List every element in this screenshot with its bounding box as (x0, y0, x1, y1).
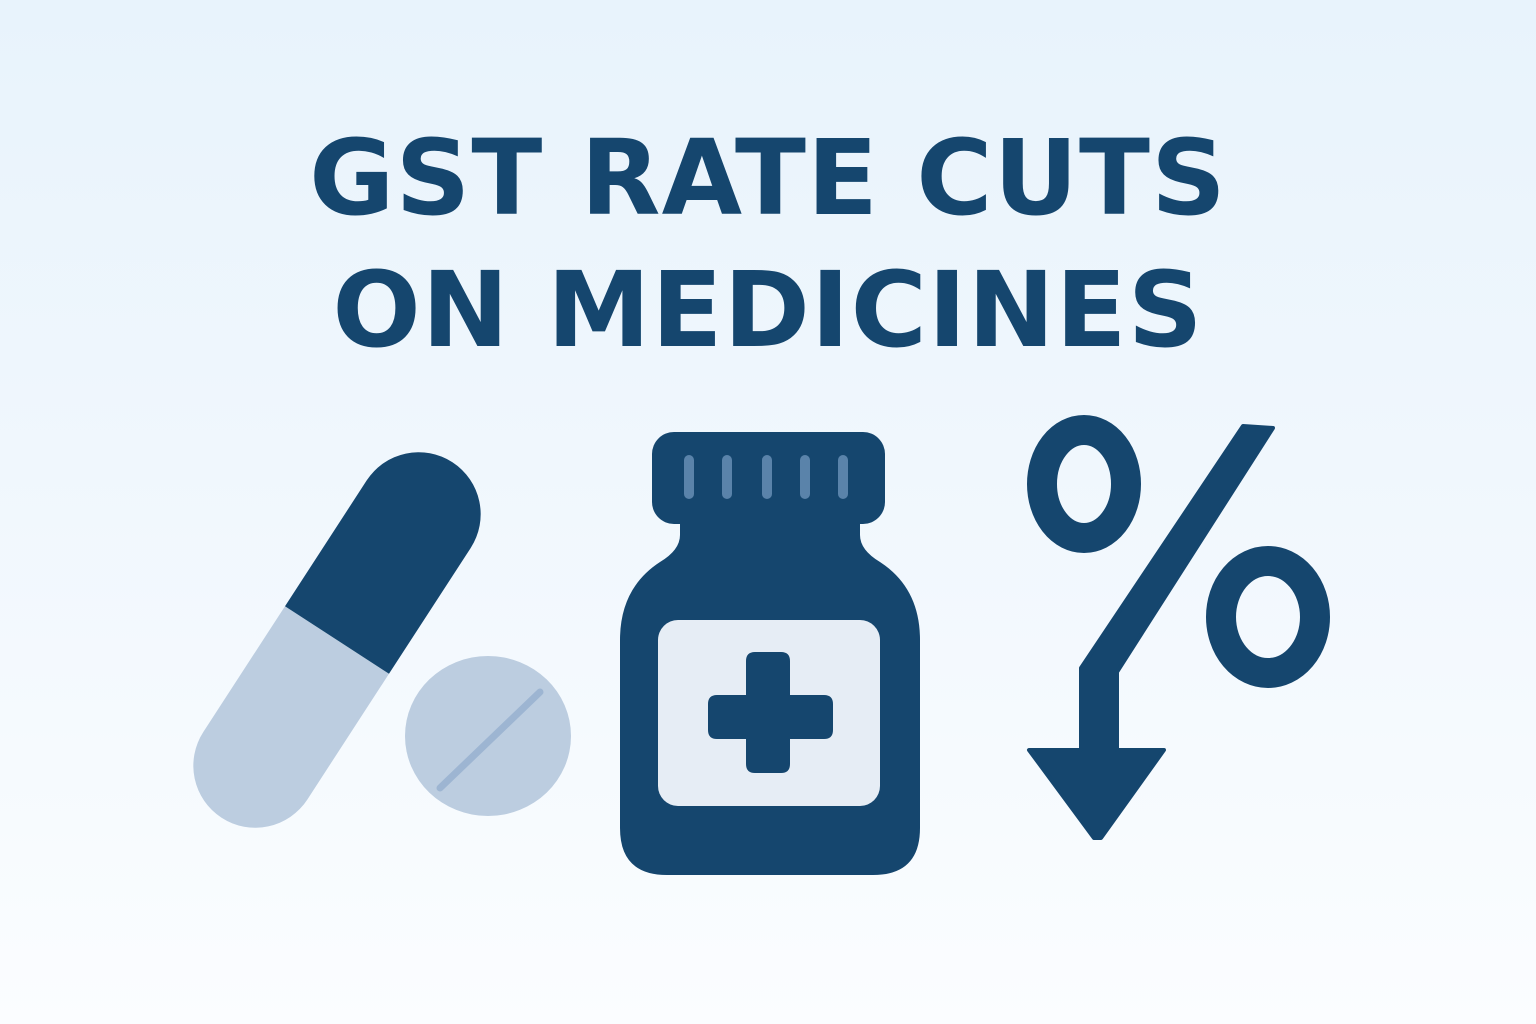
capsule-icon (193, 452, 481, 828)
title-line-1: GST RATE CUTS (309, 117, 1227, 239)
page-title: GST RATE CUTS ON MEDICINES (0, 112, 1536, 376)
cap-ribs (684, 455, 848, 499)
tablet-icon (405, 656, 571, 816)
medical-cross-icon (708, 652, 833, 773)
tablet-score-line (436, 688, 544, 792)
capsule-dark-half (285, 452, 481, 674)
percent-icon (1027, 415, 1330, 840)
percent-bottom-circle (1206, 546, 1330, 688)
percent-top-circle (1027, 415, 1141, 553)
title-line-2: ON MEDICINES (332, 249, 1204, 371)
medicine-bottle-icon (620, 432, 920, 875)
down-arrow-icon (1027, 424, 1275, 840)
capsule-light-half (193, 606, 389, 828)
